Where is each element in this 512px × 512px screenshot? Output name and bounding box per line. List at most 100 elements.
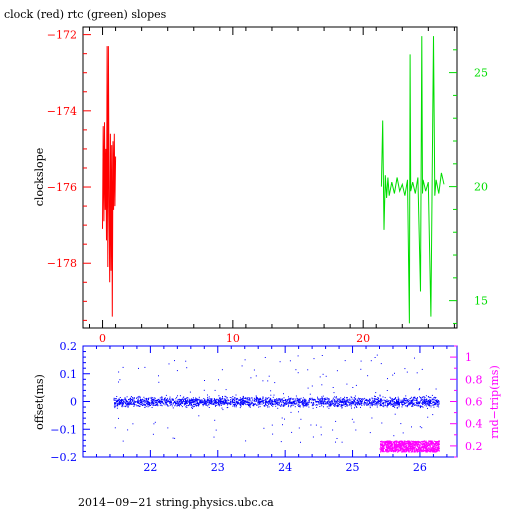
offset-point [395,404,397,406]
offset-point [140,398,141,400]
offset-point [420,398,422,400]
offset-point [286,401,288,403]
offset-point [297,400,299,402]
offset-point [354,395,356,397]
offset-point [295,369,297,371]
offset-point [255,375,257,377]
offset-point [264,405,266,407]
offset-point [407,403,409,405]
offset-point [421,399,423,401]
offset-point [300,402,302,404]
offset-point [226,404,228,406]
roundtrip-point [419,441,421,444]
offset-point [345,401,347,403]
offset-point [144,401,146,403]
roundtrip-point [389,441,391,443]
offset-point [180,401,182,403]
offset-point [222,403,224,405]
offset-point [254,402,256,404]
offset-left-tick-label: 0.1 [60,368,78,381]
roundtrip-point [396,450,398,452]
offset-point [427,416,429,418]
offset-point [225,400,227,402]
offset-point [425,401,427,403]
offset-point [375,402,377,404]
offset-point [353,402,354,404]
offset-point [288,404,290,406]
roundtrip-point [381,450,383,452]
offset-point [329,402,331,404]
offset-point [383,399,385,401]
offset-point [248,402,250,403]
offset-point [320,426,322,428]
offset-point [377,399,378,400]
offset-point [345,404,347,405]
roundtrip-point [427,449,430,451]
offset-point [119,397,121,398]
offset-point [190,404,192,406]
offset-point [223,401,225,402]
offset-point [382,403,384,404]
offset-point [289,403,291,404]
offset-point [399,401,401,403]
offset-point [122,403,124,405]
offset-point [204,398,206,400]
offset-point [337,400,339,401]
roundtrip-point [438,442,440,444]
offset-point [177,399,179,400]
offset-point [274,382,276,384]
offset-point [125,403,126,405]
offset-point [390,401,392,403]
offset-point [344,396,345,398]
offset-point [174,405,176,407]
offset-point [152,400,153,402]
offset-point [250,403,252,405]
offset-point [230,402,231,404]
roundtrip-point [407,448,409,450]
roundtrip-point [404,440,406,442]
offset-point [416,404,418,406]
offset-point [138,405,140,407]
offset-point [303,401,305,403]
offset-point [279,404,281,406]
offset-point [328,398,330,400]
offset-point [183,402,185,404]
roundtrip-point [401,445,403,447]
offset-point [276,402,278,404]
roundtrip-point [390,447,392,449]
offset-point [372,401,374,403]
offset-point [177,405,179,406]
offset-point [262,380,264,382]
offset-point [138,367,139,369]
offset-point [119,402,121,403]
offset-point [209,400,210,402]
offset-point [369,405,371,407]
offset-point [390,403,392,405]
offset-point [152,404,154,406]
offset-point [351,402,353,404]
offset-point [365,402,367,404]
roundtrip-point [420,444,422,446]
offset-point [373,398,375,400]
offset-chart: offset(ms) rnd−trip(ms) 22 23 24 25 26 0.20.… [33,340,501,474]
offset-point [236,399,238,401]
offset-point [242,397,244,399]
offset-point [289,397,291,399]
roundtrip-point [427,442,429,444]
offset-point [408,404,410,406]
offset-point [356,403,358,405]
offset-point [416,402,418,404]
offset-point [184,398,186,400]
offset-point [175,401,177,403]
offset-point [245,397,247,399]
offset-point [328,405,330,407]
roundtrip-point [409,446,411,448]
offset-point [356,407,358,408]
offset-point [201,400,203,402]
offset-point [237,398,239,400]
offset-point [315,424,317,426]
roundtrip-point [413,441,415,443]
offset-point [320,400,322,402]
roundtrip-point [382,444,384,446]
offset-point [287,406,289,408]
